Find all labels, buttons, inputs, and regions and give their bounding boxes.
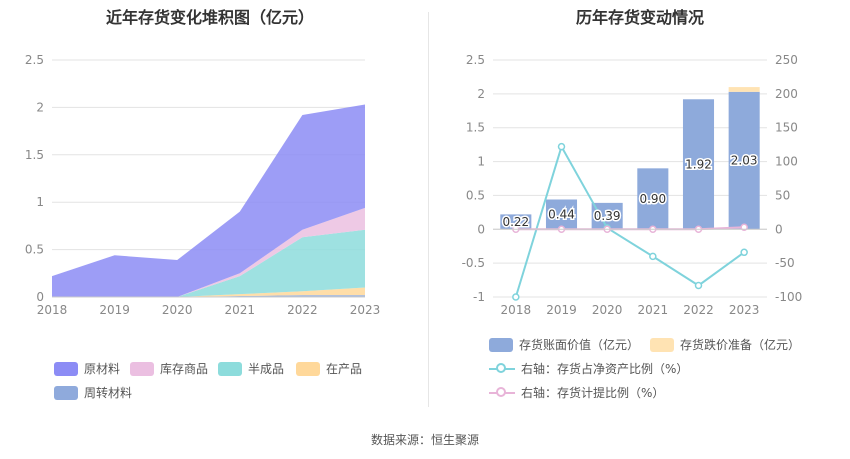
x-tick-label: 2021: [638, 303, 669, 317]
legend-label: 原材料: [84, 362, 121, 376]
area-在产品: [52, 287, 365, 297]
left-y-tick-label: 0: [477, 222, 485, 236]
legend-swatch: [130, 361, 154, 376]
x-tick-label: 2019: [546, 303, 577, 317]
bar-book-value: [500, 214, 532, 230]
right-chart-title: 历年存货变动情况: [575, 8, 704, 27]
line-point: [694, 281, 703, 290]
legend-item[interactable]: 右轴：存货计提比例（%）: [489, 384, 664, 401]
x-tick-label: 2018: [37, 303, 68, 317]
right-y-tick-label: 50: [775, 188, 790, 202]
left-y-tick-label: 1.5: [466, 121, 485, 135]
right-y-tick-label: 150: [775, 121, 798, 135]
bar-data-label: 0.22: [502, 215, 529, 229]
legend-item[interactable]: 库存商品: [130, 360, 208, 377]
y-tick-label: 2.5: [25, 53, 44, 67]
inventory-bar-line-chart: -1 -0.5 0 0.5 1 1.5 2 2.5 -100 -50 0 50 100 150 200 250…: [462, 53, 803, 317]
left-y-tick-label: 1: [477, 155, 485, 169]
x-tick-label: 2023: [729, 303, 760, 317]
left-y-tick-label: 0.5: [466, 188, 485, 202]
right-y-tick-label: -50: [775, 256, 795, 270]
right-y-tick-label: 200: [775, 87, 798, 101]
y-tick-label: 1: [36, 195, 44, 209]
legend-swatch: [218, 361, 242, 376]
legend-item[interactable]: 半成品: [218, 360, 284, 377]
legend-label: 存货跌价准备（亿元）: [680, 338, 801, 352]
bar-book-value: [728, 91, 760, 230]
left-chart-title: 近年存货变化堆积图（亿元）: [105, 8, 314, 27]
area-半成品: [52, 229, 365, 297]
stacked-area-chart: 0 0.5 1 1.5 2 2.5 2018 2019 2020 2021 2022 2023: [25, 53, 381, 317]
legend-swatch: [296, 361, 320, 376]
legend-swatch: [54, 385, 78, 400]
legend-item[interactable]: 原材料: [54, 360, 120, 377]
bar-book-value: [637, 168, 669, 230]
x-tick-label: 2020: [592, 303, 623, 317]
line-point: [649, 252, 657, 261]
x-tick-label: 2021: [225, 303, 256, 317]
x-tick-label: 2020: [162, 303, 193, 317]
legend-item[interactable]: 右轴：存货占净资产比例（%）: [489, 360, 688, 377]
line-point: [512, 293, 520, 301]
legend-item[interactable]: 存货跌价准备（亿元）: [650, 336, 800, 353]
legend-label: 库存商品: [160, 362, 209, 376]
line-point: [740, 223, 748, 232]
left-y-tick-label: 2: [477, 87, 485, 101]
right-y-tick-label: 0: [775, 222, 783, 236]
x-tick-label: 2022: [287, 303, 318, 317]
legend-label: 在产品: [326, 362, 363, 376]
area-原材料: [52, 104, 365, 297]
x-tick-label: 2019: [99, 303, 130, 317]
x-tick-label: 2018: [501, 303, 532, 317]
legend-item[interactable]: 周转材料: [54, 384, 132, 401]
legend-item[interactable]: 在产品: [296, 360, 362, 377]
bar-data-label: 0.90: [639, 192, 666, 206]
legend-swatch: [489, 362, 515, 376]
bar-book-value: [545, 199, 578, 230]
y-tick-label: 0: [36, 290, 44, 304]
legend-item[interactable]: 存货账面价值（亿元）: [489, 336, 639, 353]
legend-label: 半成品: [248, 362, 285, 376]
left-y-tick-label: 2.5: [466, 53, 485, 67]
line-series-1: [514, 144, 745, 298]
line-point: [557, 142, 566, 151]
legend-label: 右轴：存货计提比例（%）: [521, 386, 665, 400]
legend-label: 右轴：存货占净资产比例（%）: [521, 362, 689, 376]
bar-data-label: 0.39: [594, 209, 621, 223]
left-y-tick-label: -1: [473, 290, 485, 304]
left-y-tick-label: -0.5: [462, 256, 485, 270]
legend-swatch: [489, 337, 513, 352]
line-point: [740, 248, 748, 257]
y-tick-label: 0.5: [25, 243, 44, 257]
y-tick-label: 1.5: [25, 148, 44, 162]
right-y-tick-label: 250: [775, 53, 798, 67]
x-tick-label: 2022: [683, 303, 714, 317]
bar-book-value: [682, 99, 715, 230]
y-tick-label: 2: [36, 100, 44, 114]
bar-data-label: 0.44: [548, 207, 575, 221]
legend-label: 存货账面价值（亿元）: [519, 338, 640, 352]
bar-data-label: 1.92: [685, 157, 712, 171]
legend-swatch: [54, 361, 78, 376]
legend-swatch: [489, 386, 515, 400]
chart-divider: [428, 12, 429, 407]
legend-label: 周转材料: [84, 386, 133, 400]
legend-swatch: [650, 337, 674, 352]
x-tick-label: 2023: [350, 303, 381, 317]
bar-impairment: [728, 87, 760, 92]
bar-data-label: 2.03: [731, 154, 758, 168]
right-y-tick-label: 100: [775, 155, 798, 169]
data-source-footer: 数据来源：恒生聚源: [370, 433, 479, 447]
right-y-tick-label: -100: [775, 290, 802, 304]
